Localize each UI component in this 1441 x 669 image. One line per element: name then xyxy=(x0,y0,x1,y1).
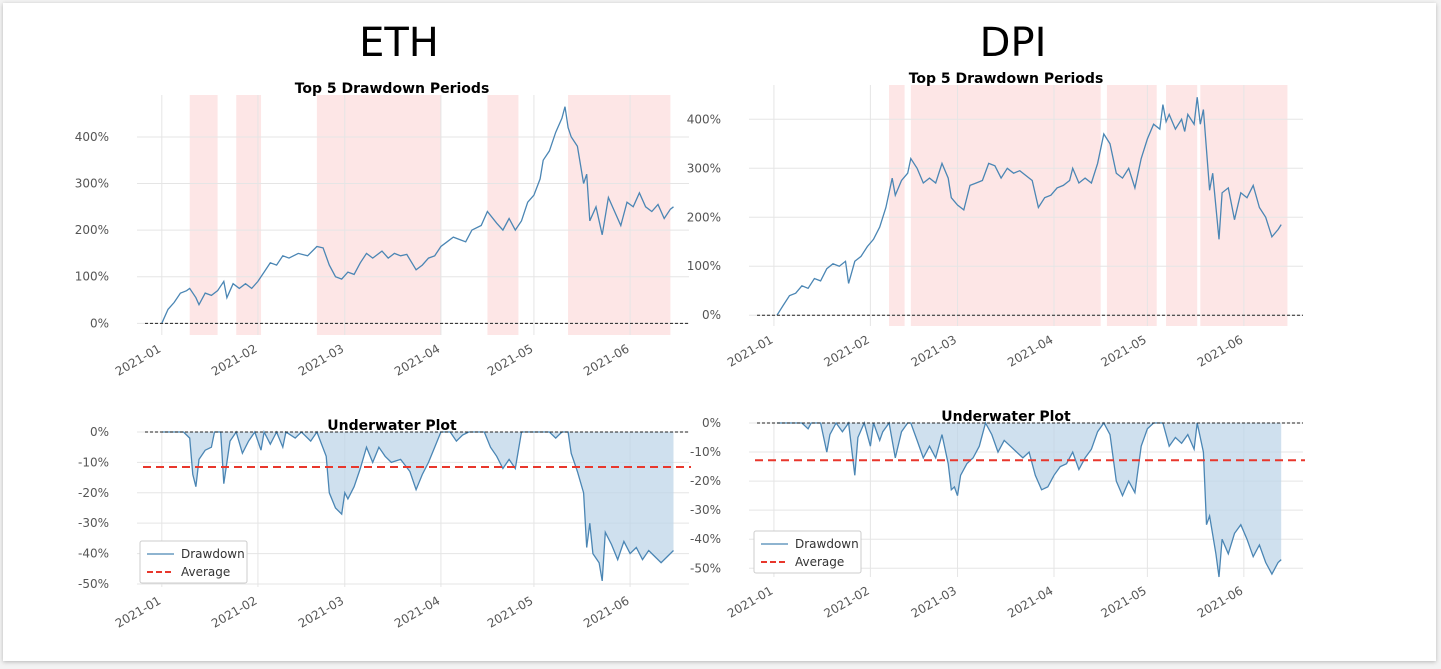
eth-top-y-tick-label: 300% xyxy=(75,177,109,191)
dpi-top-series-line xyxy=(776,97,1282,316)
dpi-under-chart-title: Underwater Plot xyxy=(941,409,1071,425)
eth-top-y-tick-label: 100% xyxy=(75,270,109,284)
dpi-top-drawdown-period-4 xyxy=(1166,85,1198,326)
eth-top-y-tick-label: 200% xyxy=(75,223,109,237)
eth-top-drawdown-period-4 xyxy=(487,95,519,335)
dpi-top-y-tick-label: 0% xyxy=(702,308,721,322)
dpi-under-x-tick-label: 2021-04 xyxy=(1005,583,1055,620)
dpi-top-drawdown-period-2 xyxy=(910,85,1101,326)
eth-under-chart-title: Underwater Plot xyxy=(327,418,457,434)
eth-under-y-tick-label: -40% xyxy=(78,547,109,561)
eth-top-y-tick-label: 400% xyxy=(75,130,109,144)
dpi-under-x-tick-label: 2021-01 xyxy=(725,583,775,620)
dpi-under-y-tick-label: -30% xyxy=(690,503,721,517)
eth-under-plot: 0%-10%-20%-30%-40%-50%2021-01 2021-02 2021… xyxy=(78,418,691,631)
dpi-top-y-tick-label: 100% xyxy=(687,259,721,273)
eth-under-y-tick-label: -30% xyxy=(78,516,109,530)
eth-top-drawdown-period-3 xyxy=(316,95,441,335)
eth-under-legend-drawdown-label: Drawdown xyxy=(181,547,245,561)
eth-under-y-tick-label: -20% xyxy=(78,486,109,500)
eth-under-y-tick-label: -50% xyxy=(78,577,109,591)
dpi-top-y-tick-label: 300% xyxy=(687,161,721,175)
dpi-under-legend-drawdown-label: Drawdown xyxy=(795,537,859,551)
dpi-under-legend-average-label: Average xyxy=(795,555,844,569)
dpi-top-drawdown-period-3 xyxy=(1106,85,1157,326)
dpi-under-x-tick-label: 2021-06 xyxy=(1195,583,1245,620)
dpi-under-y-tick-label: -50% xyxy=(690,561,721,575)
eth-underwater-chart: 0%-10%-20%-30%-40%-50%2021-01 2021-02 2021… xyxy=(78,418,691,631)
dpi-under-y-tick-label: -40% xyxy=(690,532,721,546)
dpi-under-x-tick-label: 2021-05 xyxy=(1098,583,1148,620)
dpi-top-plot: 0%100%200%300%400%2021-01 2021-02 2021-03 2… xyxy=(687,71,1303,370)
dpi-top-y-tick-label: 400% xyxy=(687,112,721,126)
dpi-top-chart-title: Top 5 Drawdown Periods xyxy=(909,71,1104,87)
eth-top-drawdown-period-5 xyxy=(568,95,671,335)
eth-under-drawdown-area xyxy=(161,432,674,581)
eth-top-series-line xyxy=(161,106,674,324)
eth-top-chart-title: Top 5 Drawdown Periods xyxy=(295,81,490,97)
dpi-panel-title: DPI xyxy=(979,20,1047,66)
dpi-top-drawdown-chart: 0%100%200%300%400%2021-01 2021-02 2021-03 2… xyxy=(687,71,1303,370)
eth-under-y-tick-label: -10% xyxy=(78,455,109,469)
eth-panel-title: ETH xyxy=(359,20,439,66)
dpi-top-y-tick-label: 200% xyxy=(687,210,721,224)
dpi-under-x-tick-label: 2021-02 xyxy=(821,583,871,620)
dpi-under-series-line xyxy=(777,421,1282,578)
dpi-under-legend: Drawdown Average xyxy=(753,530,862,574)
dpi-under-y-tick-label: -10% xyxy=(690,445,721,459)
eth-under-legend-average-label: Average xyxy=(181,565,230,579)
dpi-under-y-tick-label: 0% xyxy=(702,416,721,430)
eth-under-series-line xyxy=(161,429,674,582)
eth-under-y-tick-label: 0% xyxy=(90,425,109,439)
dpi-under-plot: 0% -10% -20% -30% -40% -50% 2021-01 2021-02 2021… xyxy=(690,409,1305,621)
eth-under-legend: Drawdown Average xyxy=(139,540,248,584)
dpi-under-y-tick-label: -20% xyxy=(690,474,721,488)
eth-top-y-tick-label: 0% xyxy=(90,316,109,330)
dpi-under-x-tick-label: 2021-03 xyxy=(909,583,959,620)
dpi-under-drawdown-area xyxy=(777,423,1282,577)
eth-top-drawdown-period-2 xyxy=(236,95,262,335)
